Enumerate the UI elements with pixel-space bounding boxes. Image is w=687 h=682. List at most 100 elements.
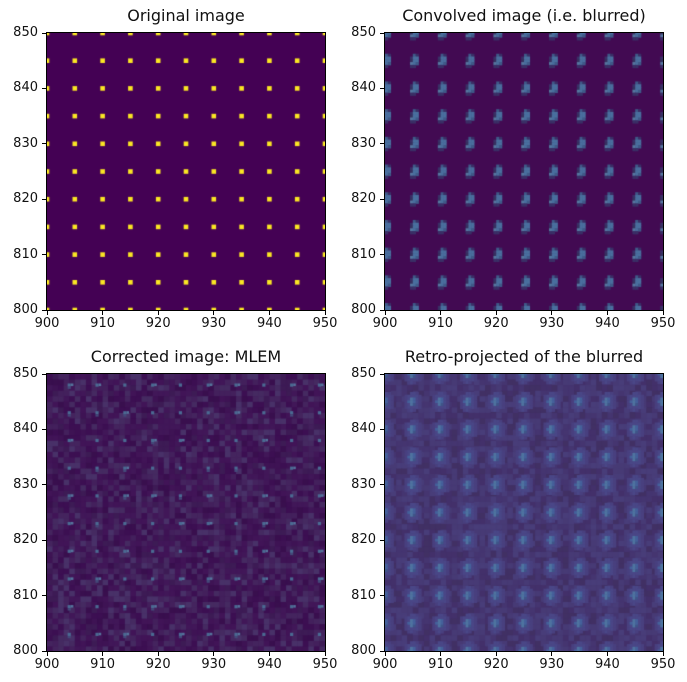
y-tick-mark [380, 32, 384, 34]
y-tick-mark [380, 143, 384, 145]
y-tick-mark [42, 198, 46, 200]
x-tick-mark [384, 311, 386, 315]
x-tick-label: 920 [483, 657, 509, 672]
y-tick-label: 820 [13, 532, 38, 548]
x-tick-mark [268, 311, 270, 315]
y-tick-label: 800 [351, 643, 376, 658]
x-tick-mark [551, 652, 553, 656]
subplot-title-mlem: Corrected image: MLEM [90, 347, 282, 366]
x-tick-label: 930 [539, 316, 565, 331]
x-tick-label: 910 [428, 657, 454, 672]
x-tick-label: 910 [90, 316, 116, 331]
x-tick-mark [495, 311, 497, 315]
heatmap-canvas-retroprojected [385, 374, 663, 651]
y-tick-mark [380, 309, 384, 311]
x-tick-mark [102, 652, 104, 656]
y-tick-mark [42, 143, 46, 145]
y-tick-label: 820 [351, 191, 376, 207]
y-tick-label: 810 [351, 587, 376, 603]
x-tick-mark [384, 652, 386, 656]
y-tick-label: 850 [13, 25, 38, 40]
x-tick-mark [440, 311, 442, 315]
y-tick-mark [380, 650, 384, 652]
y-tick-mark [380, 484, 384, 486]
y-tick-label: 800 [13, 302, 38, 317]
x-tick-label: 910 [428, 316, 454, 331]
subplot-convolved: Convolved image (i.e. blurred) 900 910 920… [351, 6, 675, 331]
y-tick-label: 810 [351, 246, 376, 262]
x-tick-mark [213, 311, 215, 315]
x-tick-mark [268, 652, 270, 656]
y-tick-label: 800 [13, 643, 38, 658]
y-tick-mark [42, 484, 46, 486]
x-tick-label: 900 [34, 657, 60, 672]
subplot-title-convolved: Convolved image (i.e. blurred) [402, 6, 646, 25]
x-tick-mark [551, 311, 553, 315]
y-tick-mark [380, 87, 384, 89]
y-tick-mark [380, 539, 384, 541]
x-tick-label: 900 [372, 657, 398, 672]
y-tick-mark [380, 254, 384, 256]
x-tick-mark [46, 652, 48, 656]
x-tick-label: 950 [650, 657, 676, 672]
x-tick-mark [213, 652, 215, 656]
y-tick-label: 800 [351, 302, 376, 317]
y-tick-mark [42, 428, 46, 430]
x-tick-label: 950 [650, 316, 676, 331]
x-tick-mark [606, 311, 608, 315]
y-tick-label: 830 [13, 476, 38, 492]
y-tick-label: 840 [13, 421, 38, 437]
x-tick-mark [46, 311, 48, 315]
y-tick-mark [42, 595, 46, 597]
y-tick-label: 810 [13, 587, 38, 603]
x-tick-mark [495, 652, 497, 656]
y-tick-label: 850 [351, 366, 376, 381]
y-tick-label: 830 [13, 135, 38, 151]
y-tick-mark [380, 428, 384, 430]
x-tick-label: 900 [372, 316, 398, 331]
x-tick-label: 920 [145, 657, 171, 672]
y-tick-mark [42, 650, 46, 652]
y-tick-label: 810 [13, 246, 38, 262]
x-tick-label: 920 [483, 316, 509, 331]
y-tick-mark [380, 595, 384, 597]
x-tick-mark [662, 652, 664, 656]
x-tick-mark [662, 311, 664, 315]
x-tick-label: 940 [594, 657, 620, 672]
y-tick-mark [42, 539, 46, 541]
subplot-title-original: Original image [127, 6, 245, 25]
x-tick-label: 900 [34, 316, 60, 331]
x-tick-mark [324, 311, 326, 315]
x-tick-label: 930 [539, 657, 565, 672]
y-tick-label: 830 [351, 135, 376, 151]
y-tick-label: 820 [13, 191, 38, 207]
x-tick-label: 940 [256, 657, 282, 672]
y-tick-mark [380, 198, 384, 200]
x-tick-mark [102, 311, 104, 315]
subplot-title-retroprojected: Retro-projected of the blurred [404, 347, 644, 366]
x-tick-mark [440, 652, 442, 656]
x-tick-label: 920 [145, 316, 171, 331]
y-tick-label: 820 [351, 532, 376, 548]
y-tick-mark [380, 373, 384, 375]
heatmap-canvas-original [47, 33, 325, 310]
x-tick-mark [324, 652, 326, 656]
subplot-original: Original image 900 910 920 930 940 950 850 840 8… [13, 6, 337, 331]
y-tick-label: 840 [351, 421, 376, 437]
x-tick-label: 940 [256, 316, 282, 331]
x-tick-label: 950 [312, 657, 338, 672]
y-tick-mark [42, 87, 46, 89]
y-tick-label: 830 [351, 476, 376, 492]
y-tick-label: 850 [351, 25, 376, 40]
x-tick-mark [606, 652, 608, 656]
subplot-mlem: Corrected image: MLEM 900 910 920 930 940 950… [13, 347, 337, 672]
y-tick-mark [42, 32, 46, 34]
y-tick-label: 850 [13, 366, 38, 381]
heatmap-canvas-mlem [47, 374, 325, 651]
x-tick-label: 930 [201, 657, 227, 672]
y-tick-label: 840 [13, 80, 38, 96]
x-tick-label: 930 [201, 316, 227, 331]
y-tick-label: 840 [351, 80, 376, 96]
x-tick-label: 940 [594, 316, 620, 331]
